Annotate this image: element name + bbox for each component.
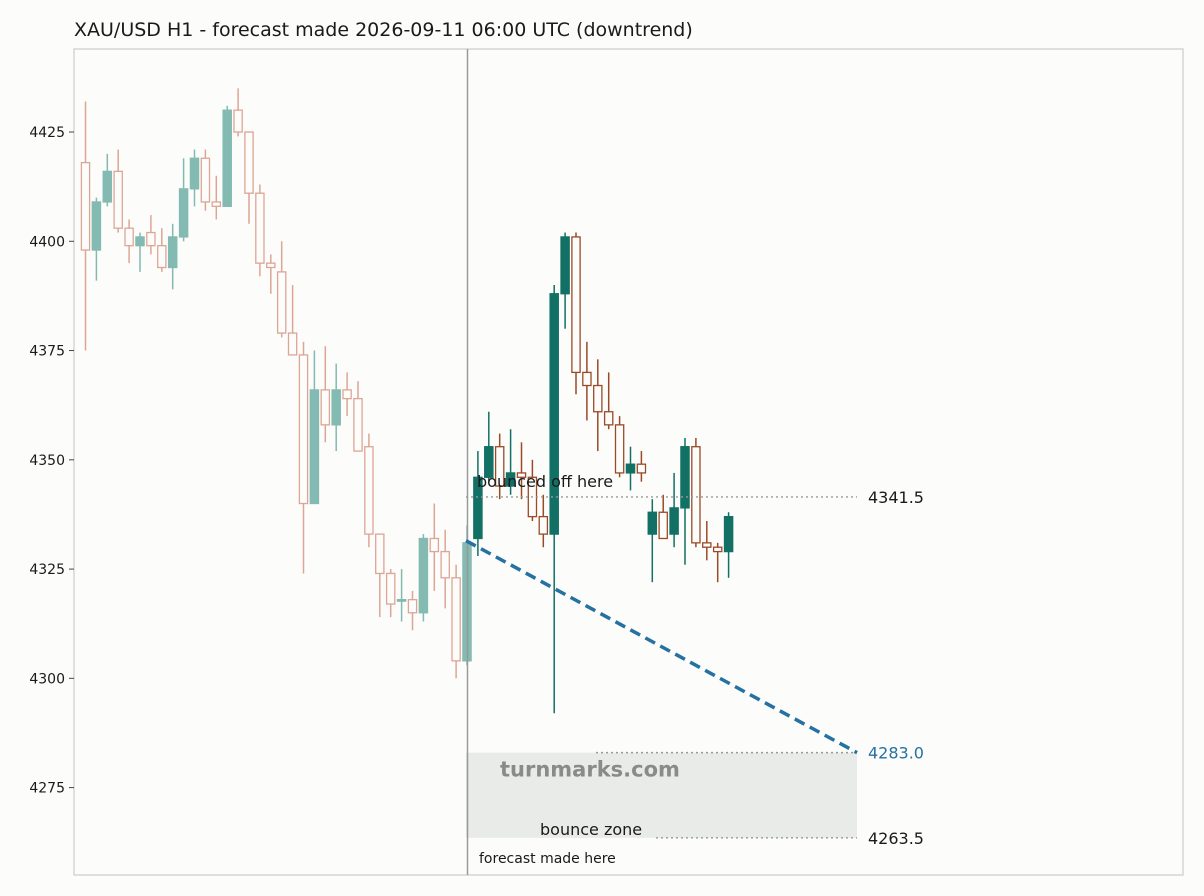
candle-down <box>658 511 668 540</box>
candle-up <box>669 507 679 535</box>
candle-down <box>691 446 701 544</box>
candle-up <box>167 236 178 269</box>
level-label: 4341.5 <box>868 488 924 507</box>
y-tick-label: 4425 <box>29 125 65 141</box>
candle-up <box>560 236 570 295</box>
candle-down <box>353 397 363 452</box>
candle-up <box>135 236 145 247</box>
candle-up <box>91 201 102 251</box>
candle-down <box>320 389 331 426</box>
candle-up <box>396 599 407 602</box>
candle-down <box>244 131 254 194</box>
candle-up <box>418 537 429 614</box>
candle-down <box>287 332 298 356</box>
target-level-label: 4283.0 <box>868 744 924 763</box>
candle-down <box>298 354 309 505</box>
chart-title: XAU/USD H1 - forecast made 2026-09-11 06… <box>74 19 693 41</box>
candle-up <box>102 170 113 203</box>
candle-down <box>342 389 352 400</box>
forecast-trend-line <box>465 539 858 755</box>
candle-up <box>331 389 341 426</box>
candle-down <box>571 236 581 374</box>
y-tick-label: 4375 <box>29 344 65 360</box>
candle-up <box>189 157 200 190</box>
candle-down <box>702 542 712 548</box>
candle-down <box>113 170 123 229</box>
candle-down <box>211 201 222 207</box>
candle-up <box>178 188 189 238</box>
candle-down <box>614 424 625 474</box>
candle-down <box>516 472 527 478</box>
watermark-text: turnmarks.com <box>500 758 680 782</box>
candle-down <box>451 577 461 662</box>
bounce-zone-area <box>466 752 857 838</box>
candle-up <box>625 463 636 474</box>
candle-down <box>276 271 287 334</box>
candle-down <box>440 550 450 579</box>
candle-up <box>647 511 658 535</box>
y-tick-label: 4300 <box>29 671 65 687</box>
candle-down <box>494 446 505 487</box>
candle-up <box>549 293 559 535</box>
candle-down <box>582 371 592 387</box>
candle-down <box>233 109 243 133</box>
candle-down <box>255 192 265 264</box>
candle-down <box>157 245 167 269</box>
level-label: 4263.5 <box>868 829 924 848</box>
candle-down <box>593 384 603 413</box>
candle-down <box>80 161 91 251</box>
candle-down <box>385 572 396 605</box>
y-tick-label: 4400 <box>29 234 65 250</box>
candle-down <box>146 231 156 247</box>
candle-down <box>364 446 374 535</box>
candle-down <box>603 411 614 426</box>
candle-down <box>538 515 549 535</box>
candle-up <box>309 389 320 505</box>
candle-down <box>712 546 723 553</box>
candle-up <box>222 109 232 207</box>
candle-down <box>266 262 276 269</box>
candle-down <box>429 537 440 553</box>
candle-up <box>505 472 516 487</box>
forecast-made-label: forecast made here <box>479 851 616 867</box>
y-tick-label: 4275 <box>29 781 65 797</box>
bounce-zone-label: bounce zone <box>540 820 642 839</box>
y-tick-label: 4325 <box>29 562 65 578</box>
y-tick-label: 4350 <box>29 453 65 469</box>
bounced-off-label: bounced off here <box>477 472 613 491</box>
candle-down <box>124 227 134 247</box>
candle-down <box>636 463 647 474</box>
candle-down <box>200 157 211 203</box>
candle-up <box>484 446 494 478</box>
plot-area <box>73 48 1184 876</box>
candle-down <box>375 533 385 575</box>
candle-up <box>680 446 690 509</box>
candle-up <box>473 476 483 540</box>
candle-down <box>407 599 418 614</box>
candle-up <box>723 515 734 553</box>
